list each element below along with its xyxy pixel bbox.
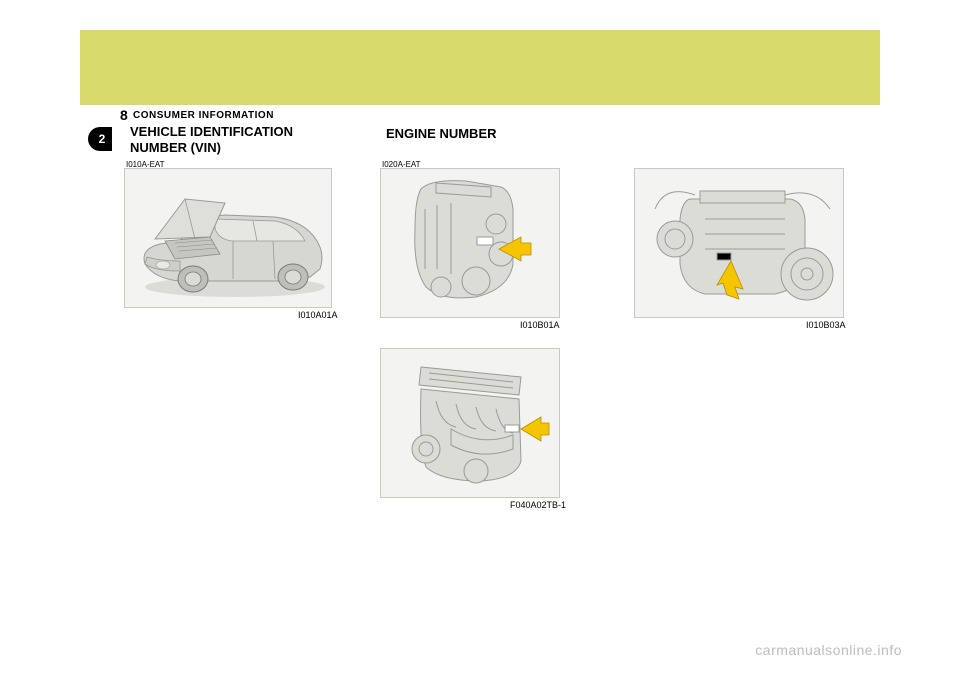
heading-engine-label: ENGINE NUMBER	[386, 126, 497, 142]
watermark: carmanualsonline.info	[755, 642, 902, 658]
figure-engine-3-label: F040A02TB-1	[510, 500, 566, 510]
engine-2-illustration	[635, 169, 844, 318]
figure-engine-1-label: I010B01A	[520, 320, 560, 330]
page-root: 8 CONSUMER INFORMATION 2 VEHICLE IDENTIF…	[0, 0, 960, 678]
heading-vin: VEHICLE IDENTIFICATION NUMBER (VIN)	[116, 120, 326, 160]
heading-engine-number: ENGINE NUMBER	[372, 120, 562, 160]
figure-vin-car	[124, 168, 332, 308]
figure-engine-2	[634, 168, 844, 318]
figure-vin-car-label: I010A01A	[298, 310, 338, 320]
figure-engine-2-label: I010B03A	[806, 320, 846, 330]
figure-engine-1	[380, 168, 560, 318]
header-band	[80, 30, 880, 105]
engine-1-illustration	[381, 169, 560, 318]
car-illustration	[125, 169, 332, 308]
engine-3-illustration	[381, 349, 560, 498]
figure-engine-3	[380, 348, 560, 498]
arrow-icon	[521, 417, 549, 441]
heading-vin-label: VEHICLE IDENTIFICATION NUMBER (VIN)	[130, 124, 312, 155]
page-number-badge: 2	[88, 127, 112, 151]
